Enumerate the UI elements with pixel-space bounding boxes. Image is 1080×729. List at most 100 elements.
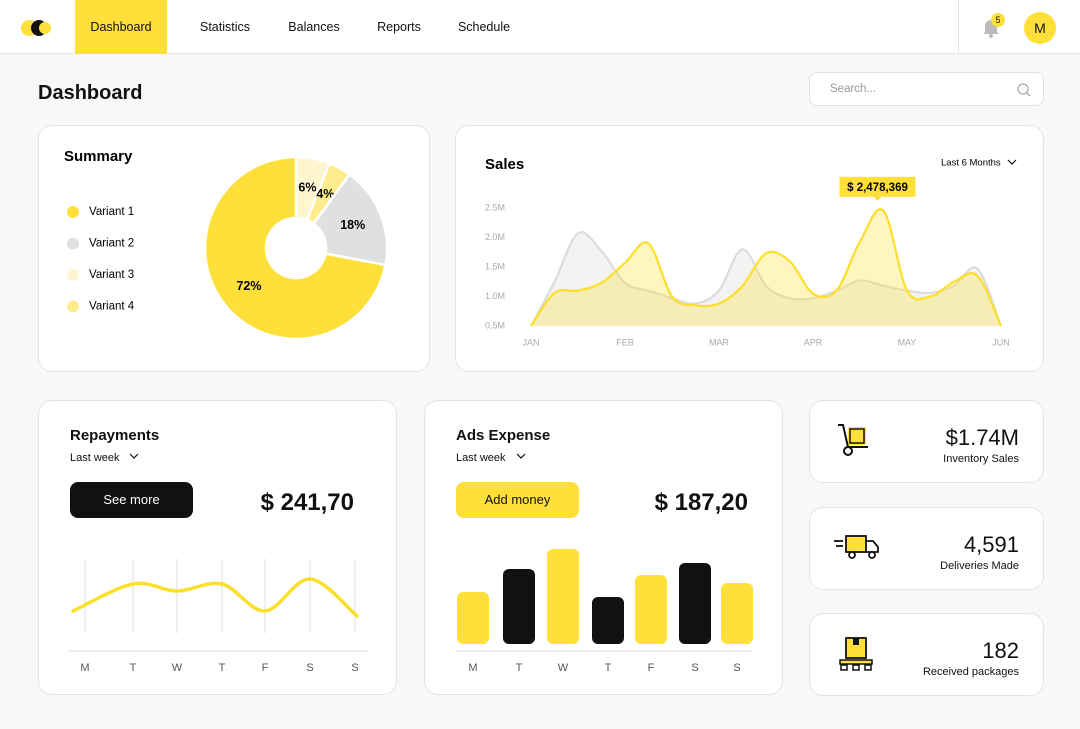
trolley-icon (838, 424, 868, 456)
x-tick-label: S (691, 662, 698, 674)
divider (958, 0, 959, 54)
x-tick-label: T (605, 662, 612, 674)
page-title: Dashboard (38, 82, 143, 104)
card-title: Ads Expense (456, 427, 551, 444)
x-tick-label: FEB (616, 337, 634, 347)
annotation-box (839, 176, 916, 197)
x-tick-label: JUN (992, 337, 1010, 347)
sales-card: Sales Last 6 Months 0,5M 1.0M 1.5M 2.0M 2.5M… (455, 125, 1044, 372)
search-icon (1017, 83, 1031, 97)
period-select[interactable]: Last week (70, 452, 120, 464)
summary-chart: Summary Variant 1 Variant 2 Variant 3 Varia… (64, 148, 389, 341)
legend-dot (67, 206, 79, 218)
search-placeholder: Search... (830, 83, 877, 95)
bar (679, 563, 711, 644)
stat-label: Received packages (922, 666, 1019, 678)
stat-label: Deliveries Made (940, 560, 1019, 572)
summary-card: Summary Variant 1 Variant 2 Variant 3 Varia… (38, 125, 430, 372)
x-tick-label: F (262, 662, 269, 674)
y-tick-label: 2.5M (485, 202, 505, 212)
slice-label: 72% (236, 279, 261, 293)
stat-value: 4,591 (963, 532, 1019, 557)
pie-slice (203, 155, 387, 341)
line (530, 231, 1003, 327)
slice-label: 6% (298, 180, 316, 194)
x-tick-label: W (558, 662, 569, 674)
nav-item[interactable]: Dashboard (75, 0, 167, 54)
repayments-card: Repayments Last week See more $ 241,70 M… (38, 400, 397, 695)
sales-chart: Sales Last 6 Months 0,5M 1.0M 1.5M 2.0M 2.5M… (485, 156, 1017, 347)
y-tick-label: 1.5M (485, 261, 505, 271)
x-tick-label: M (468, 662, 477, 674)
bar (721, 583, 753, 644)
legend-label: Variant 1 (89, 206, 134, 218)
bar (503, 569, 535, 644)
nav-item[interactable]: Reports (377, 20, 421, 34)
logo (21, 20, 51, 36)
stat-value: 182 (982, 638, 1019, 663)
truck-icon (834, 535, 879, 559)
line (530, 208, 1003, 327)
slice-label: 18% (340, 218, 365, 232)
x-tick-label: S (306, 662, 313, 674)
x-tick-label: T (130, 662, 137, 674)
x-tick-label: MAR (709, 337, 730, 347)
x-tick-label: JAN (522, 337, 539, 347)
period-select[interactable]: Last week (456, 452, 506, 464)
legend-label: Variant 4 (89, 301, 135, 313)
x-tick-label: MAY (898, 337, 917, 347)
amount: $ 241,70 (260, 489, 354, 516)
x-tick-label: S (351, 662, 358, 674)
see-more-button[interactable]: See more (70, 482, 193, 518)
bar (547, 549, 579, 644)
chevron (516, 453, 526, 459)
x-tick-label: T (219, 662, 226, 674)
top-nav: Dashboard Statistics Balances Reports Sc… (0, 0, 1080, 54)
card-title: Sales (485, 156, 524, 173)
nav-item[interactable]: Statistics (199, 20, 250, 34)
legend-dot (67, 269, 79, 281)
stat-value: $1.74M (945, 425, 1019, 450)
slice-label: 4% (316, 187, 334, 201)
area (531, 209, 1001, 326)
period-select[interactable]: Last 6 Months (941, 158, 1001, 169)
legend-label: Variant 3 (89, 269, 134, 281)
x-tick-label: M (80, 662, 89, 674)
legend-dot (67, 237, 79, 250)
x-tick-label: W (172, 662, 183, 674)
legend-dot (67, 300, 79, 313)
chevron (1007, 159, 1017, 165)
notification-badge: 5 (991, 13, 1005, 27)
bar (635, 575, 667, 644)
x-tick-label: T (516, 662, 523, 674)
chevron (129, 453, 139, 459)
stat-label: Inventory Sales (943, 453, 1019, 465)
search-box[interactable]: Search... (809, 72, 1044, 106)
bar (592, 597, 624, 644)
nav-item[interactable]: Schedule (457, 20, 511, 34)
annotation: $ 2,478,369 (847, 182, 908, 194)
bar (457, 592, 489, 644)
legend-label: Variant 2 (89, 238, 134, 250)
card-title: Repayments (70, 427, 160, 444)
x-tick-label: S (733, 662, 740, 674)
stat-card: 182 Received packages (809, 613, 1044, 696)
ads-expense-card: Ads Expense Last week Add money $ 187,20… (424, 400, 783, 695)
package-icon (839, 637, 873, 671)
add-money-button[interactable]: Add money (456, 482, 579, 518)
area (531, 232, 1001, 326)
amount: $ 187,20 (654, 489, 748, 516)
nav-item[interactable]: Balances (288, 20, 340, 34)
pie-slice (311, 172, 389, 267)
y-tick-label: 2.0M (485, 232, 505, 242)
card-title: Summary (64, 148, 133, 165)
x-tick-label: F (648, 662, 655, 674)
annotation-pointer (873, 196, 882, 201)
x-tick-label: APR (804, 337, 823, 347)
line (71, 577, 359, 618)
avatar[interactable]: M (1024, 12, 1056, 44)
stat-card: 4,591 Deliveries Made (809, 507, 1044, 590)
